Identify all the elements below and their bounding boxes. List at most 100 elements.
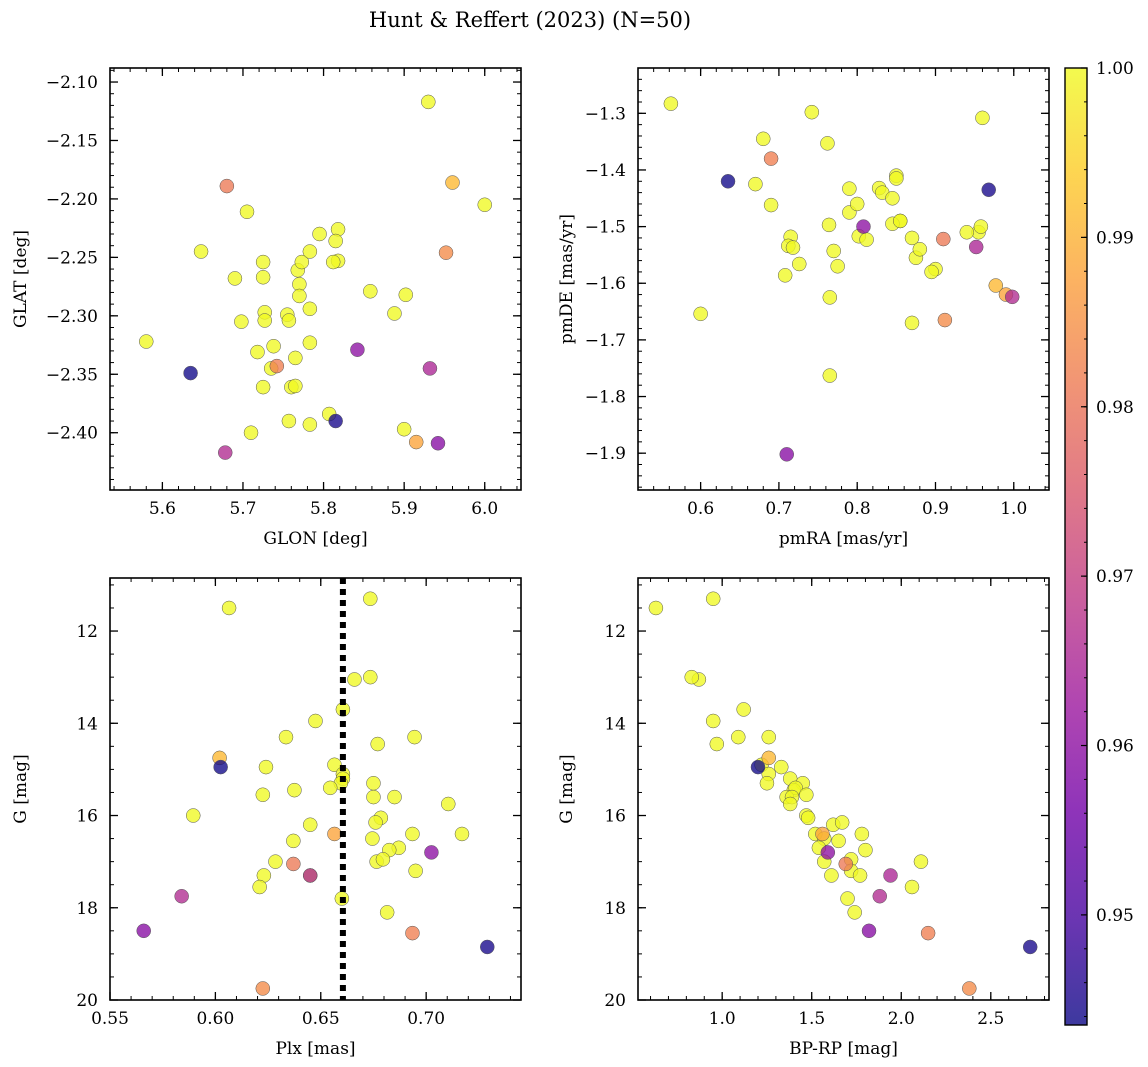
data-point (424, 845, 439, 860)
data-point (243, 425, 259, 440)
data-point (774, 759, 789, 775)
x-tick-label: 1.5 (798, 1009, 825, 1029)
data-point (363, 284, 378, 299)
y-tick-label: 14 (604, 714, 626, 734)
colorbar-tick-label: 0.98 (1096, 398, 1134, 418)
data-point (454, 826, 470, 842)
y-axis-label: G [mag] (11, 754, 31, 823)
data-point (375, 852, 391, 867)
data-point (792, 256, 807, 272)
data-point (294, 254, 310, 270)
data-point (822, 290, 838, 305)
data-point (239, 204, 255, 220)
data-point (407, 729, 422, 745)
data-point (221, 600, 237, 616)
data-point (748, 176, 763, 192)
data-point (136, 923, 151, 939)
data-point (824, 868, 839, 883)
data-point (328, 413, 343, 429)
data-point (255, 379, 271, 395)
figure-title: Hunt & Reffert (2023) (N=50) (369, 8, 691, 32)
data-point (368, 815, 383, 830)
data-point (962, 981, 977, 996)
data-point (885, 191, 900, 206)
data-point (838, 856, 853, 872)
data-point (720, 174, 736, 189)
data-point (750, 759, 766, 775)
x-tick-label: 0.8 (844, 499, 871, 519)
x-tick-label: 5.7 (229, 499, 256, 519)
data-point (904, 879, 920, 895)
data-point (1022, 939, 1038, 955)
y-tick-label: −2.40 (46, 424, 98, 444)
y-tick-label: −1.4 (585, 161, 626, 181)
data-point (288, 378, 303, 394)
data-point (387, 789, 402, 805)
data-point (763, 197, 779, 213)
colorbar-gradient (1064, 67, 1088, 1026)
data-point (831, 833, 846, 849)
axes-frame (109, 67, 522, 491)
data-point (782, 796, 798, 812)
data-point (269, 358, 285, 374)
data-point (370, 736, 385, 752)
data-point (227, 271, 243, 286)
data-point (405, 925, 420, 941)
data-point (186, 808, 201, 823)
data-point (266, 338, 281, 354)
data-point (323, 780, 338, 796)
data-point (219, 178, 235, 194)
x-tick-label: 0.6 (687, 499, 714, 519)
data-point (421, 94, 436, 110)
data-point (365, 831, 380, 846)
colorbar-tick-label: 1.00 (1096, 59, 1134, 79)
data-point (756, 131, 771, 147)
colorbar-tick-label: 0.99 (1096, 228, 1134, 248)
data-point (292, 288, 307, 304)
y-tick-label: −1.3 (585, 104, 626, 124)
data-point (347, 672, 362, 687)
data-point (731, 729, 746, 745)
subplot-2: 0.6 0.7 0.8 0.9 1.0 −1.9 −1.8 −1.7 −1.6 −1.5 −1.4 −… (557, 67, 1050, 549)
data-point (255, 787, 271, 803)
y-tick-label: −2.10 (46, 73, 98, 93)
x-tick-label: 0.60 (196, 1009, 234, 1029)
data-point (705, 713, 721, 729)
data-point (302, 301, 318, 317)
subplots: 5.6 5.7 5.8 5.9 6.0 −2.40 −2.35 −2.30 −2.25 −2.20… (11, 67, 1050, 1059)
scatter-points (648, 591, 1038, 996)
y-tick-label: 16 (604, 807, 626, 827)
y-tick-label: −1.5 (585, 218, 626, 238)
data-point (438, 245, 454, 260)
data-point (852, 868, 868, 883)
data-point (255, 269, 271, 285)
data-point (761, 729, 776, 745)
data-point (830, 259, 845, 274)
data-point (858, 842, 873, 858)
subplot-1: 5.6 5.7 5.8 5.9 6.0 −2.40 −2.35 −2.30 −2.25 −2.20… (11, 67, 522, 549)
data-point (693, 306, 708, 322)
x-tick-label: 5.6 (149, 499, 176, 519)
colorbar: 0.95 0.96 0.97 0.98 0.99 1.00 (1064, 59, 1134, 1026)
data-point (193, 244, 209, 259)
data-point (257, 313, 272, 328)
data-point (213, 759, 228, 775)
data-point (308, 713, 323, 729)
data-point (363, 591, 378, 607)
data-point (477, 197, 492, 213)
axes-frame (109, 577, 522, 1001)
scatter-points (139, 94, 492, 460)
axes-frame (637, 577, 1050, 1001)
x-tick-label: 2.0 (888, 1009, 915, 1029)
data-point (286, 833, 301, 849)
axes-frame (637, 67, 1050, 491)
data-point (924, 264, 939, 280)
y-tick-label: 20 (604, 991, 626, 1011)
x-tick-label: 0.70 (407, 1009, 445, 1029)
data-point (937, 312, 953, 328)
data-point (856, 219, 871, 234)
data-point (779, 447, 794, 462)
data-point (174, 888, 189, 904)
y-tick-label: 14 (76, 714, 98, 734)
x-tick-label: 0.65 (302, 1009, 340, 1029)
